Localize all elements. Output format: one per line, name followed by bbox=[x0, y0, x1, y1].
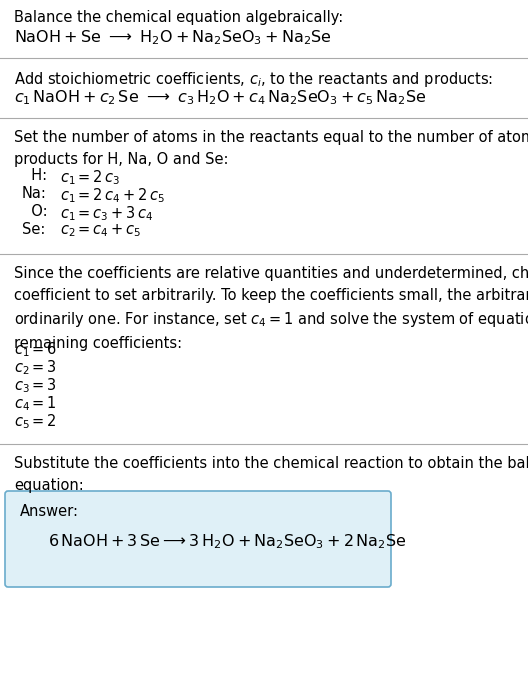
Text: Balance the chemical equation algebraically:: Balance the chemical equation algebraica… bbox=[14, 10, 343, 25]
Text: O:: O: bbox=[22, 204, 48, 219]
Text: Se:: Se: bbox=[22, 222, 45, 237]
Text: Since the coefficients are relative quantities and underdetermined, choose a
coe: Since the coefficients are relative quan… bbox=[14, 266, 528, 351]
Text: Answer:: Answer: bbox=[20, 504, 79, 519]
Text: $c_1 = 2\,c_3$: $c_1 = 2\,c_3$ bbox=[60, 168, 120, 187]
Text: H:: H: bbox=[22, 168, 47, 183]
Text: $c_2 = 3$: $c_2 = 3$ bbox=[14, 358, 57, 377]
Text: $6\,\mathrm{NaOH} + 3\,\mathrm{Se} \longrightarrow 3\,\mathrm{H_2O} + \mathrm{Na: $6\,\mathrm{NaOH} + 3\,\mathrm{Se} \long… bbox=[48, 532, 407, 551]
Text: $c_1 = 6$: $c_1 = 6$ bbox=[14, 340, 58, 359]
Text: $c_1 = 2\,c_4 + 2\,c_5$: $c_1 = 2\,c_4 + 2\,c_5$ bbox=[60, 186, 165, 205]
Text: Na:: Na: bbox=[22, 186, 47, 201]
Text: $c_5 = 2$: $c_5 = 2$ bbox=[14, 412, 57, 431]
FancyBboxPatch shape bbox=[5, 491, 391, 587]
Text: Substitute the coefficients into the chemical reaction to obtain the balanced
eq: Substitute the coefficients into the che… bbox=[14, 456, 528, 493]
Text: Add stoichiometric coefficients, $c_i$, to the reactants and products:: Add stoichiometric coefficients, $c_i$, … bbox=[14, 70, 493, 89]
Text: $c_2 = c_4 + c_5$: $c_2 = c_4 + c_5$ bbox=[60, 222, 142, 239]
Text: $c_3 = 3$: $c_3 = 3$ bbox=[14, 376, 57, 395]
Text: $c_1 = c_3 + 3\,c_4$: $c_1 = c_3 + 3\,c_4$ bbox=[60, 204, 154, 222]
Text: Set the number of atoms in the reactants equal to the number of atoms in the
pro: Set the number of atoms in the reactants… bbox=[14, 130, 528, 166]
Text: $c_4 = 1$: $c_4 = 1$ bbox=[14, 394, 57, 412]
Text: $c_1\,\mathrm{NaOH} + c_2\,\mathrm{Se}\ \longrightarrow\ c_3\,\mathrm{H_2O} + c_: $c_1\,\mathrm{NaOH} + c_2\,\mathrm{Se}\ … bbox=[14, 88, 427, 106]
Text: $\mathrm{NaOH + Se}\ \longrightarrow\ \mathrm{H_2O + Na_2SeO_3 + Na_2Se}$: $\mathrm{NaOH + Se}\ \longrightarrow\ \m… bbox=[14, 28, 332, 47]
